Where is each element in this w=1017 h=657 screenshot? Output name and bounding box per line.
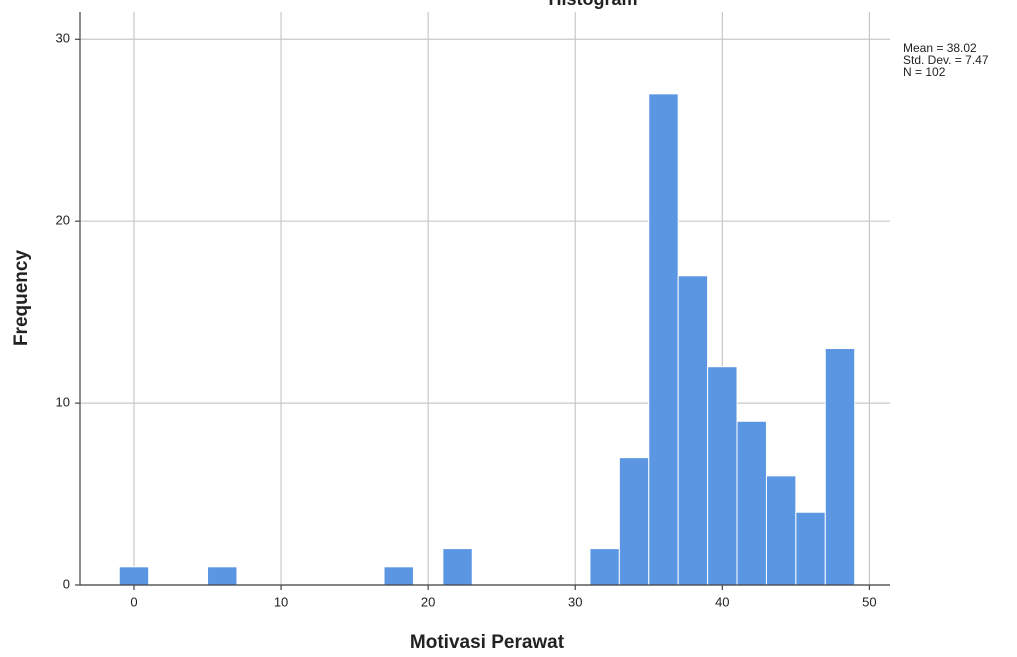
bar	[677, 275, 709, 586]
bar	[795, 511, 826, 586]
y-axis-label: Frequency	[11, 250, 32, 347]
x-axis-label: Motivasi Perawat	[410, 632, 565, 653]
bar	[765, 475, 797, 586]
stat-text: Mean = 38.02	[903, 41, 977, 55]
stat-text: Std. Dev. = 7.47	[903, 53, 989, 67]
x-tick-label: 50	[862, 594, 876, 609]
bar	[736, 420, 767, 586]
bar	[442, 548, 473, 586]
bar	[207, 566, 238, 586]
chart-title: Histogram	[548, 0, 637, 9]
bar	[648, 93, 679, 586]
bar	[118, 566, 150, 586]
bar	[589, 548, 620, 586]
x-tick-label: 20	[421, 594, 435, 609]
x-tick-label: 40	[715, 594, 729, 609]
bar	[824, 348, 856, 586]
y-tick-label: 30	[56, 31, 70, 46]
x-tick-label: 30	[568, 594, 582, 609]
bar	[618, 457, 650, 586]
y-tick-label: 0	[63, 576, 70, 591]
stat-text: N = 102	[903, 65, 946, 79]
bar	[383, 566, 414, 586]
y-tick-label: 20	[56, 213, 70, 228]
bar	[707, 366, 738, 586]
x-tick-label: 0	[130, 594, 137, 609]
y-tick-label: 10	[56, 395, 70, 410]
x-tick-label: 10	[274, 594, 288, 609]
